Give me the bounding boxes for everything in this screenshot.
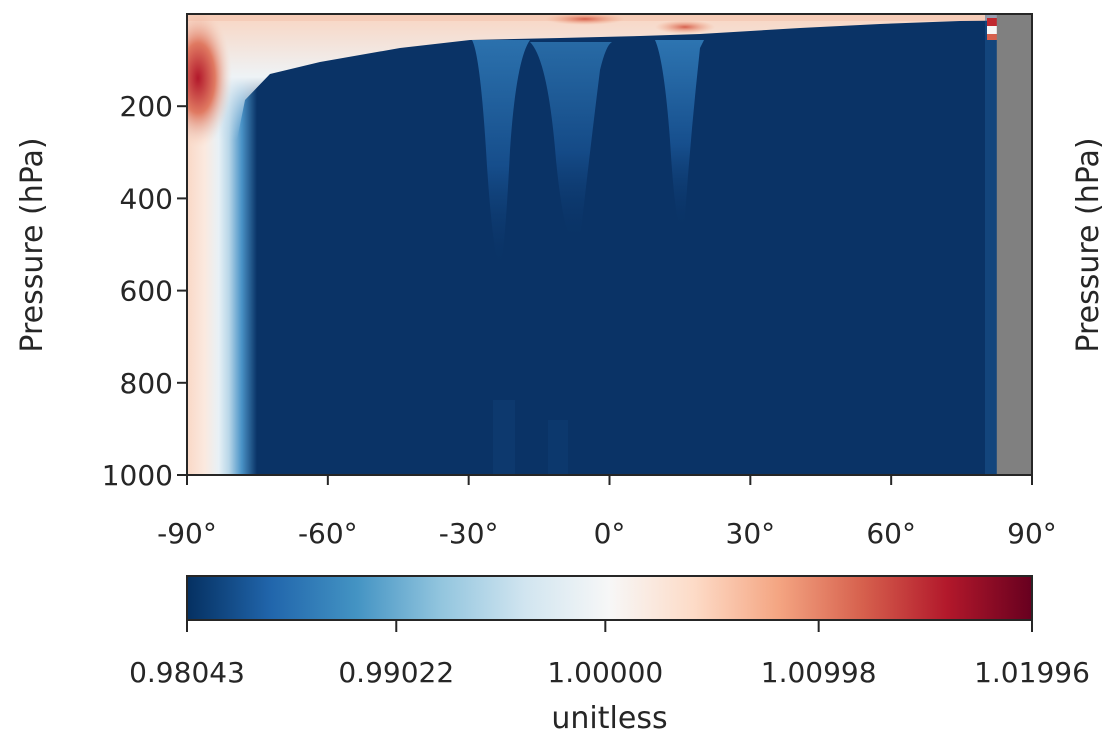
x-tick-label: 90°	[1007, 517, 1057, 550]
upper-level-band	[187, 14, 1000, 140]
x-tick-label: -30°	[439, 517, 499, 550]
colorbar-tick-label: 0.99022	[338, 656, 454, 689]
colorbar-gradient	[186, 575, 1033, 621]
colorbar-tick-label: 1.01996	[974, 656, 1090, 689]
field-background	[187, 14, 1032, 475]
colorbar-tick-label: 1.00998	[761, 656, 877, 689]
x-axis-ticks: -90° -60° -30° 0° 30° 60° 90°	[157, 475, 1057, 550]
y-axis-ticks: 200 400 600 800 1000	[102, 90, 187, 492]
colorbar-tick-label: 0.98043	[129, 656, 245, 689]
heatmap-field	[187, 14, 1032, 475]
colorbar-tick-label: 1.00000	[547, 656, 663, 689]
colorbar: 0.98043 0.99022 1.00000 1.00998 1.01996 unit…	[129, 575, 1090, 735]
y-tick-label: 200	[120, 90, 173, 123]
x-tick-label: -60°	[298, 517, 358, 550]
y-tick-label: 600	[120, 275, 173, 308]
x-tick-label: 30°	[726, 517, 776, 550]
north-polar-edge	[985, 14, 997, 475]
tropical-upper-features	[472, 40, 704, 475]
missing-data-region	[996, 14, 1032, 475]
y-axis-label: Pressure (hPa)	[15, 137, 50, 352]
y-tick-label: 800	[120, 367, 173, 400]
y-tick-label: 1000	[102, 459, 173, 492]
x-tick-label: 0°	[594, 517, 626, 550]
y-tick-label: 400	[120, 182, 173, 215]
y-axis-label-right: Pressure (hPa)	[1071, 137, 1106, 352]
upper-positive-spot-1	[545, 14, 625, 25]
colorbar-ticks: 0.98043 0.99022 1.00000 1.00998 1.01996	[129, 620, 1090, 689]
south-polar-upper-maximum	[187, 14, 232, 148]
upper-positive-spot-2	[655, 20, 715, 34]
x-tick-label: -90°	[157, 517, 217, 550]
x-tick-label: 60°	[866, 517, 916, 550]
colorbar-label: unitless	[551, 701, 667, 735]
